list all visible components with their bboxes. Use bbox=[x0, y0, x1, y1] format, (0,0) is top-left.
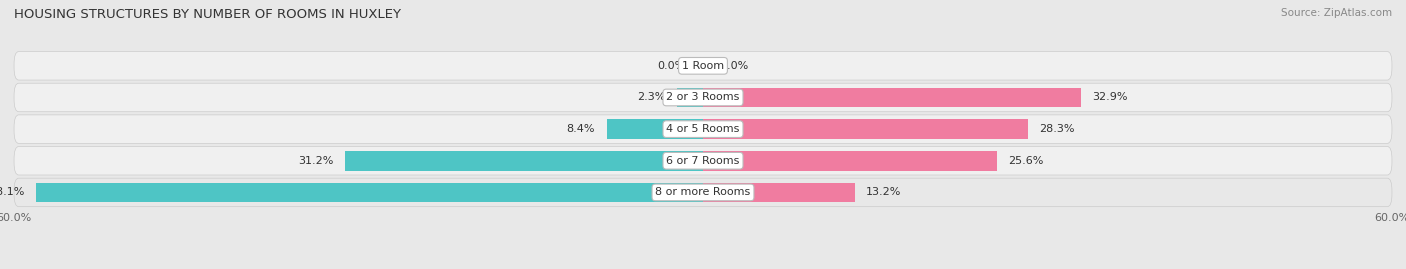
Text: 8 or more Rooms: 8 or more Rooms bbox=[655, 187, 751, 197]
Bar bbox=[37, 183, 703, 202]
Text: Source: ZipAtlas.com: Source: ZipAtlas.com bbox=[1281, 8, 1392, 18]
FancyBboxPatch shape bbox=[14, 178, 1392, 207]
FancyBboxPatch shape bbox=[14, 52, 1392, 80]
Text: 28.3%: 28.3% bbox=[1039, 124, 1076, 134]
Text: HOUSING STRUCTURES BY NUMBER OF ROOMS IN HUXLEY: HOUSING STRUCTURES BY NUMBER OF ROOMS IN… bbox=[14, 8, 401, 21]
Text: 58.1%: 58.1% bbox=[0, 187, 24, 197]
FancyBboxPatch shape bbox=[14, 115, 1392, 143]
FancyBboxPatch shape bbox=[14, 83, 1392, 112]
Bar bbox=[344, 151, 703, 171]
Bar bbox=[703, 183, 855, 202]
Text: 25.6%: 25.6% bbox=[1008, 156, 1043, 166]
Text: 8.4%: 8.4% bbox=[567, 124, 595, 134]
Bar bbox=[703, 119, 1028, 139]
Bar bbox=[703, 151, 997, 171]
Text: 32.9%: 32.9% bbox=[1092, 93, 1128, 102]
Text: 6 or 7 Rooms: 6 or 7 Rooms bbox=[666, 156, 740, 166]
Bar bbox=[703, 88, 1081, 107]
Text: 2 or 3 Rooms: 2 or 3 Rooms bbox=[666, 93, 740, 102]
Bar bbox=[676, 88, 703, 107]
Text: 0.0%: 0.0% bbox=[720, 61, 748, 71]
Text: 31.2%: 31.2% bbox=[298, 156, 333, 166]
FancyBboxPatch shape bbox=[14, 147, 1392, 175]
Text: 4 or 5 Rooms: 4 or 5 Rooms bbox=[666, 124, 740, 134]
Text: 1 Room: 1 Room bbox=[682, 61, 724, 71]
Text: 13.2%: 13.2% bbox=[866, 187, 901, 197]
Bar bbox=[606, 119, 703, 139]
Text: 2.3%: 2.3% bbox=[637, 93, 665, 102]
Text: 0.0%: 0.0% bbox=[658, 61, 686, 71]
